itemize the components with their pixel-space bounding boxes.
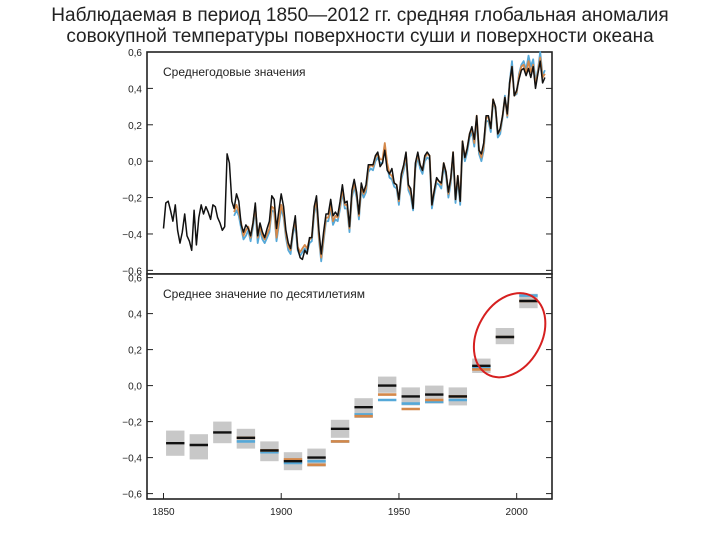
y-tick-label: 0,4 [128,84,142,95]
decadal-mean-panel: 0,6 0,4 0,2 0,0 −0,2 −0,4 −0,6 1850 1900 1950 2000… [122,273,553,518]
y-tick-label: 0,6 [128,274,142,285]
y-tick-label: 0,0 [128,157,142,168]
y-tick-label: 0,2 [128,346,142,357]
y-tick-label: 0,4 [128,310,142,321]
uncertainty-band [189,434,209,460]
plot-frame [146,273,553,500]
y-tick-label: −0,4 [122,454,142,465]
series-black-line [162,60,546,261]
x-tick-label: 1900 [270,507,293,518]
y-tick-label: −0,6 [122,490,142,501]
panel-title: Среднегодовые значения [163,65,306,79]
panel-title: Среднее значение по десятилетиям [163,287,365,301]
y-tick-label: −0,2 [122,194,142,205]
chart-title-line-2: совокупной температуры поверхности суши … [66,26,654,47]
x-tick-label: 1850 [152,507,175,518]
x-tick-label: 2000 [506,507,529,518]
highlight-ellipse [472,292,547,379]
chart-title-line-1: Наблюдаемая в период 1850—2012 гг. средн… [51,5,669,26]
y-tick-label: 0,2 [128,121,142,132]
plot-frame [146,51,553,275]
x-tick-label: 1950 [388,507,411,518]
annual-mean-panel: 0,6 0,4 0,2 0,0 −0,2 −0,4 −0,6 Среднегодовые зн… [122,48,553,277]
y-tick-label: −0,4 [122,230,142,241]
y-tick-label: 0,6 [128,48,142,59]
y-tick-label: −0,2 [122,418,142,429]
y-tick-label: −0,6 [122,266,142,277]
y-tick-label: 0,0 [128,382,142,393]
